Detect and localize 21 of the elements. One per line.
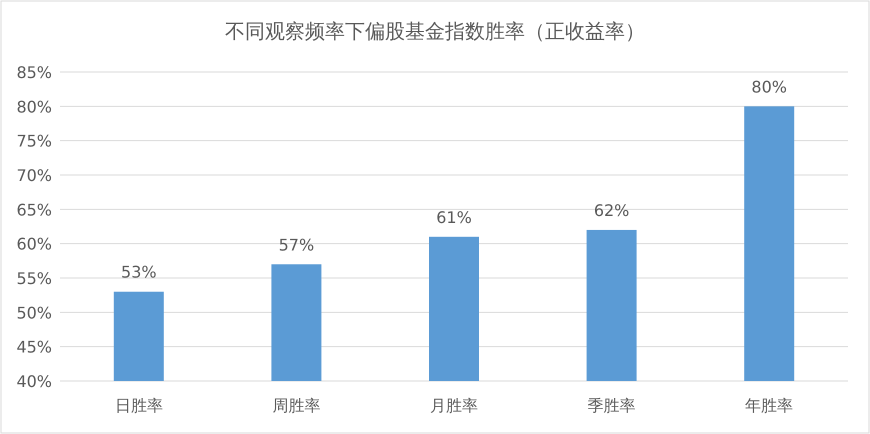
xtick: 月胜率 — [430, 396, 478, 415]
data-label: 80% — [751, 77, 787, 96]
ytick: 70% — [16, 166, 52, 185]
ytick: 50% — [16, 303, 52, 322]
ytick: 40% — [16, 372, 52, 391]
xtick: 日胜率 — [114, 396, 163, 415]
title: 不同观察频率下偏股基金指数胜率（正收益率） — [225, 19, 645, 43]
xtick: 季胜率 — [588, 396, 636, 415]
data-label: 61% — [436, 208, 472, 227]
ytick: 85% — [16, 63, 52, 82]
data-label: 53% — [121, 262, 157, 282]
ytick: 60% — [16, 234, 52, 254]
ytick: 80% — [16, 97, 52, 116]
ytick: 45% — [16, 338, 52, 357]
ytick: 75% — [16, 132, 52, 151]
data-label: 62% — [594, 200, 630, 220]
ytick: 65% — [16, 200, 52, 220]
data-label: 57% — [278, 235, 314, 254]
xtick: 周胜率 — [272, 396, 320, 415]
ytick: 55% — [16, 269, 52, 288]
xtick: 年胜率 — [745, 396, 794, 415]
